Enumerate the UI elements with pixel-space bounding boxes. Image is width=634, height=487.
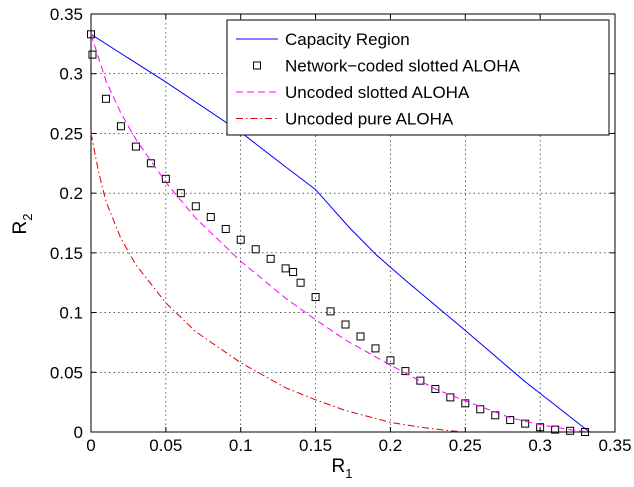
data-point	[281, 264, 290, 273]
data-point	[88, 50, 97, 59]
data-point	[206, 213, 215, 222]
y-tick-label: 0.35	[50, 5, 83, 24]
y-tick-label: 0.3	[59, 65, 83, 84]
data-point	[146, 159, 155, 168]
legend-label: Uncoded pure ALOHA	[285, 110, 454, 129]
data-point	[581, 428, 590, 436]
series-line	[90, 34, 590, 433]
data-point	[506, 416, 515, 425]
series-line	[90, 133, 466, 433]
y-tick-label: 0.05	[50, 363, 83, 382]
data-point	[386, 356, 395, 365]
data-point	[289, 267, 298, 276]
x-tick-label: 0	[86, 436, 95, 455]
x-tick-label: 0.2	[379, 436, 403, 455]
y-tick-label: 0.25	[50, 124, 83, 143]
y-axis-label-main: R	[10, 221, 31, 235]
x-axis-label: R1	[332, 456, 353, 481]
data-point	[431, 385, 440, 394]
data-point	[476, 405, 485, 414]
legend-entry: Uncoded slotted ALOHA	[236, 83, 470, 102]
series-line	[90, 33, 590, 433]
x-axis-label-main: R	[332, 456, 346, 477]
data-point	[176, 189, 185, 198]
y-tick-label: 0.1	[59, 304, 83, 323]
data-point	[461, 399, 470, 408]
legend-entry: Network−coded slotted ALOHA	[253, 57, 520, 76]
legend-label: Network−coded slotted ALOHA	[285, 57, 520, 76]
data-point	[131, 142, 140, 151]
data-point	[101, 94, 110, 103]
data-point	[266, 254, 275, 263]
data-point	[566, 426, 575, 435]
data-point	[521, 419, 530, 428]
data-point	[221, 224, 230, 233]
data-point	[536, 423, 545, 432]
legend-marker	[253, 61, 261, 70]
data-point	[116, 122, 125, 131]
x-tick-label: 0.05	[149, 436, 182, 455]
x-tick-label: 0.35	[598, 436, 631, 455]
series-4	[90, 133, 466, 433]
data-point	[401, 367, 410, 376]
series-1	[90, 33, 590, 433]
data-point	[551, 425, 560, 434]
data-point	[326, 307, 335, 316]
data-point	[356, 332, 365, 341]
x-tick-label: 0.3	[528, 436, 552, 455]
series-3	[90, 34, 590, 433]
data-point	[236, 235, 245, 244]
y-axis-label-sub: 2	[20, 214, 35, 221]
legend-box	[226, 19, 610, 136]
y-tick-label: 0.15	[50, 244, 83, 263]
plot-frame	[90, 13, 616, 433]
data-point	[446, 393, 455, 402]
y-axis-label: R2	[10, 214, 35, 235]
legend-label: Uncoded slotted ALOHA	[285, 83, 470, 102]
data-point	[311, 293, 320, 302]
data-point	[251, 245, 260, 254]
axis-ticks: 0 0.05 0.1 0.15 0.2 0.25 0.3 0.35 0 0.05 0.1 0.15 0.…	[50, 5, 632, 455]
y-tick-label: 0	[74, 423, 83, 442]
series-layer	[87, 30, 590, 436]
y-tick-label: 0.2	[59, 184, 83, 203]
data-point	[87, 30, 95, 39]
legend-label: Capacity Region	[285, 30, 410, 49]
legend-entry: Uncoded pure ALOHA	[236, 110, 454, 129]
data-point	[371, 344, 380, 353]
x-tick-label: 0.15	[299, 436, 332, 455]
x-tick-label: 0.1	[229, 436, 253, 455]
data-point	[296, 278, 305, 287]
x-tick-label: 0.25	[449, 436, 482, 455]
legend: Capacity Region Network−coded slotted ALO…	[226, 19, 610, 136]
series-2	[87, 30, 590, 436]
x-axis-label-sub: 1	[345, 466, 352, 481]
data-point	[341, 320, 350, 329]
data-point	[191, 202, 200, 211]
data-point	[416, 376, 425, 385]
legend-entry: Capacity Region	[236, 30, 410, 49]
